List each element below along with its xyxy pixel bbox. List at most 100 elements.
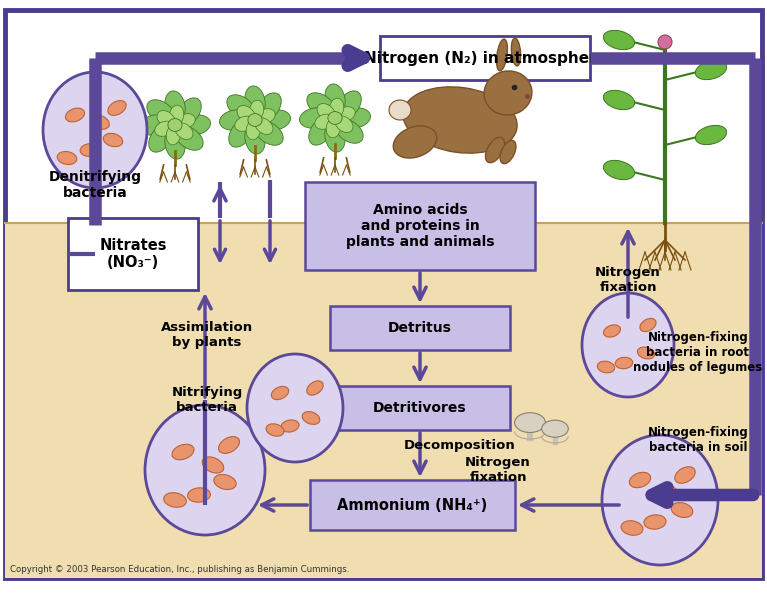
Ellipse shape bbox=[229, 119, 253, 147]
Bar bbox=[5, 223, 762, 578]
Ellipse shape bbox=[266, 424, 284, 436]
Ellipse shape bbox=[340, 108, 370, 128]
Ellipse shape bbox=[214, 475, 236, 490]
Ellipse shape bbox=[615, 357, 633, 369]
Ellipse shape bbox=[256, 109, 275, 124]
Text: Assimilation
by plants: Assimilation by plants bbox=[161, 321, 253, 349]
Ellipse shape bbox=[542, 420, 568, 437]
Ellipse shape bbox=[389, 100, 411, 120]
Ellipse shape bbox=[58, 151, 77, 164]
Ellipse shape bbox=[307, 93, 335, 117]
Ellipse shape bbox=[500, 140, 516, 164]
Ellipse shape bbox=[245, 123, 265, 154]
Ellipse shape bbox=[403, 87, 517, 153]
Text: Denitrifying
bacteria: Denitrifying bacteria bbox=[48, 170, 141, 200]
Ellipse shape bbox=[166, 125, 180, 145]
Text: Nitrogen
fixation: Nitrogen fixation bbox=[465, 456, 531, 484]
Ellipse shape bbox=[512, 38, 521, 66]
Ellipse shape bbox=[145, 405, 265, 535]
Ellipse shape bbox=[246, 120, 261, 140]
Ellipse shape bbox=[604, 160, 634, 179]
FancyBboxPatch shape bbox=[380, 36, 590, 80]
Ellipse shape bbox=[644, 515, 666, 529]
Ellipse shape bbox=[108, 101, 126, 115]
Ellipse shape bbox=[91, 115, 110, 129]
FancyArrowPatch shape bbox=[215, 221, 225, 260]
Ellipse shape bbox=[140, 115, 170, 135]
Ellipse shape bbox=[630, 472, 650, 488]
Ellipse shape bbox=[175, 123, 193, 139]
Ellipse shape bbox=[104, 133, 123, 146]
Ellipse shape bbox=[157, 110, 175, 127]
FancyArrowPatch shape bbox=[265, 221, 275, 260]
FancyArrowPatch shape bbox=[214, 188, 226, 215]
Ellipse shape bbox=[227, 95, 255, 119]
Ellipse shape bbox=[202, 457, 224, 473]
Ellipse shape bbox=[170, 105, 184, 125]
Ellipse shape bbox=[326, 118, 341, 138]
Ellipse shape bbox=[179, 115, 210, 135]
Text: Copyright © 2003 Pearson Education, Inc., publishing as Benjamin Cummings.: Copyright © 2003 Pearson Education, Inc.… bbox=[10, 565, 350, 575]
FancyBboxPatch shape bbox=[310, 480, 515, 530]
FancyBboxPatch shape bbox=[305, 182, 535, 270]
Ellipse shape bbox=[168, 119, 182, 131]
Ellipse shape bbox=[300, 108, 331, 128]
FancyArrowPatch shape bbox=[199, 296, 211, 397]
Ellipse shape bbox=[281, 420, 299, 432]
Ellipse shape bbox=[317, 104, 335, 120]
Ellipse shape bbox=[324, 121, 345, 152]
Text: Nitrogen-fixing
bacteria in root
nodules of legumes: Nitrogen-fixing bacteria in root nodules… bbox=[634, 331, 762, 373]
Text: Nitrates
(NO₃⁻): Nitrates (NO₃⁻) bbox=[99, 238, 166, 270]
Ellipse shape bbox=[309, 117, 333, 145]
FancyArrowPatch shape bbox=[622, 232, 634, 317]
Ellipse shape bbox=[257, 93, 281, 121]
Ellipse shape bbox=[307, 381, 323, 395]
Ellipse shape bbox=[604, 91, 634, 110]
Ellipse shape bbox=[337, 91, 361, 119]
Ellipse shape bbox=[176, 113, 195, 129]
Text: Ammonium (NH₄⁺): Ammonium (NH₄⁺) bbox=[337, 497, 488, 512]
Text: Nitrogen-fixing
bacteria in soil: Nitrogen-fixing bacteria in soil bbox=[647, 426, 749, 454]
Text: Nitrogen (N₂) in atmosphere: Nitrogen (N₂) in atmosphere bbox=[364, 50, 607, 65]
FancyArrowPatch shape bbox=[652, 487, 753, 503]
FancyArrowPatch shape bbox=[414, 273, 426, 299]
Ellipse shape bbox=[165, 91, 185, 122]
Ellipse shape bbox=[314, 114, 334, 130]
Ellipse shape bbox=[255, 118, 273, 134]
Ellipse shape bbox=[155, 121, 174, 136]
Ellipse shape bbox=[237, 106, 255, 122]
Ellipse shape bbox=[675, 467, 695, 483]
FancyArrowPatch shape bbox=[347, 50, 364, 66]
Ellipse shape bbox=[172, 444, 194, 460]
Text: Amino acids
and proteins in
plants and animals: Amino acids and proteins in plants and a… bbox=[346, 203, 494, 249]
FancyArrowPatch shape bbox=[414, 353, 426, 379]
Text: Detritivores: Detritivores bbox=[374, 401, 467, 415]
Text: Nitrogen
fixation: Nitrogen fixation bbox=[595, 266, 661, 294]
Ellipse shape bbox=[393, 126, 436, 158]
Ellipse shape bbox=[486, 137, 505, 163]
Ellipse shape bbox=[515, 413, 545, 433]
Ellipse shape bbox=[604, 325, 621, 337]
Ellipse shape bbox=[247, 354, 343, 462]
Ellipse shape bbox=[336, 107, 355, 122]
Ellipse shape bbox=[248, 113, 262, 127]
FancyArrowPatch shape bbox=[262, 499, 308, 511]
Ellipse shape bbox=[65, 108, 84, 122]
Ellipse shape bbox=[219, 437, 239, 454]
Ellipse shape bbox=[219, 110, 251, 130]
Ellipse shape bbox=[604, 31, 634, 50]
Ellipse shape bbox=[249, 100, 264, 120]
Ellipse shape bbox=[329, 98, 344, 118]
Ellipse shape bbox=[597, 361, 614, 373]
Text: Decomposition: Decomposition bbox=[404, 439, 516, 451]
FancyArrowPatch shape bbox=[414, 433, 426, 473]
Ellipse shape bbox=[188, 488, 210, 502]
Ellipse shape bbox=[80, 143, 100, 157]
Ellipse shape bbox=[272, 386, 288, 400]
Ellipse shape bbox=[149, 124, 173, 152]
Text: Nitrifying
bacteria: Nitrifying bacteria bbox=[171, 386, 242, 414]
Ellipse shape bbox=[602, 435, 718, 565]
Ellipse shape bbox=[671, 503, 693, 517]
Ellipse shape bbox=[328, 112, 342, 124]
Ellipse shape bbox=[175, 126, 203, 150]
